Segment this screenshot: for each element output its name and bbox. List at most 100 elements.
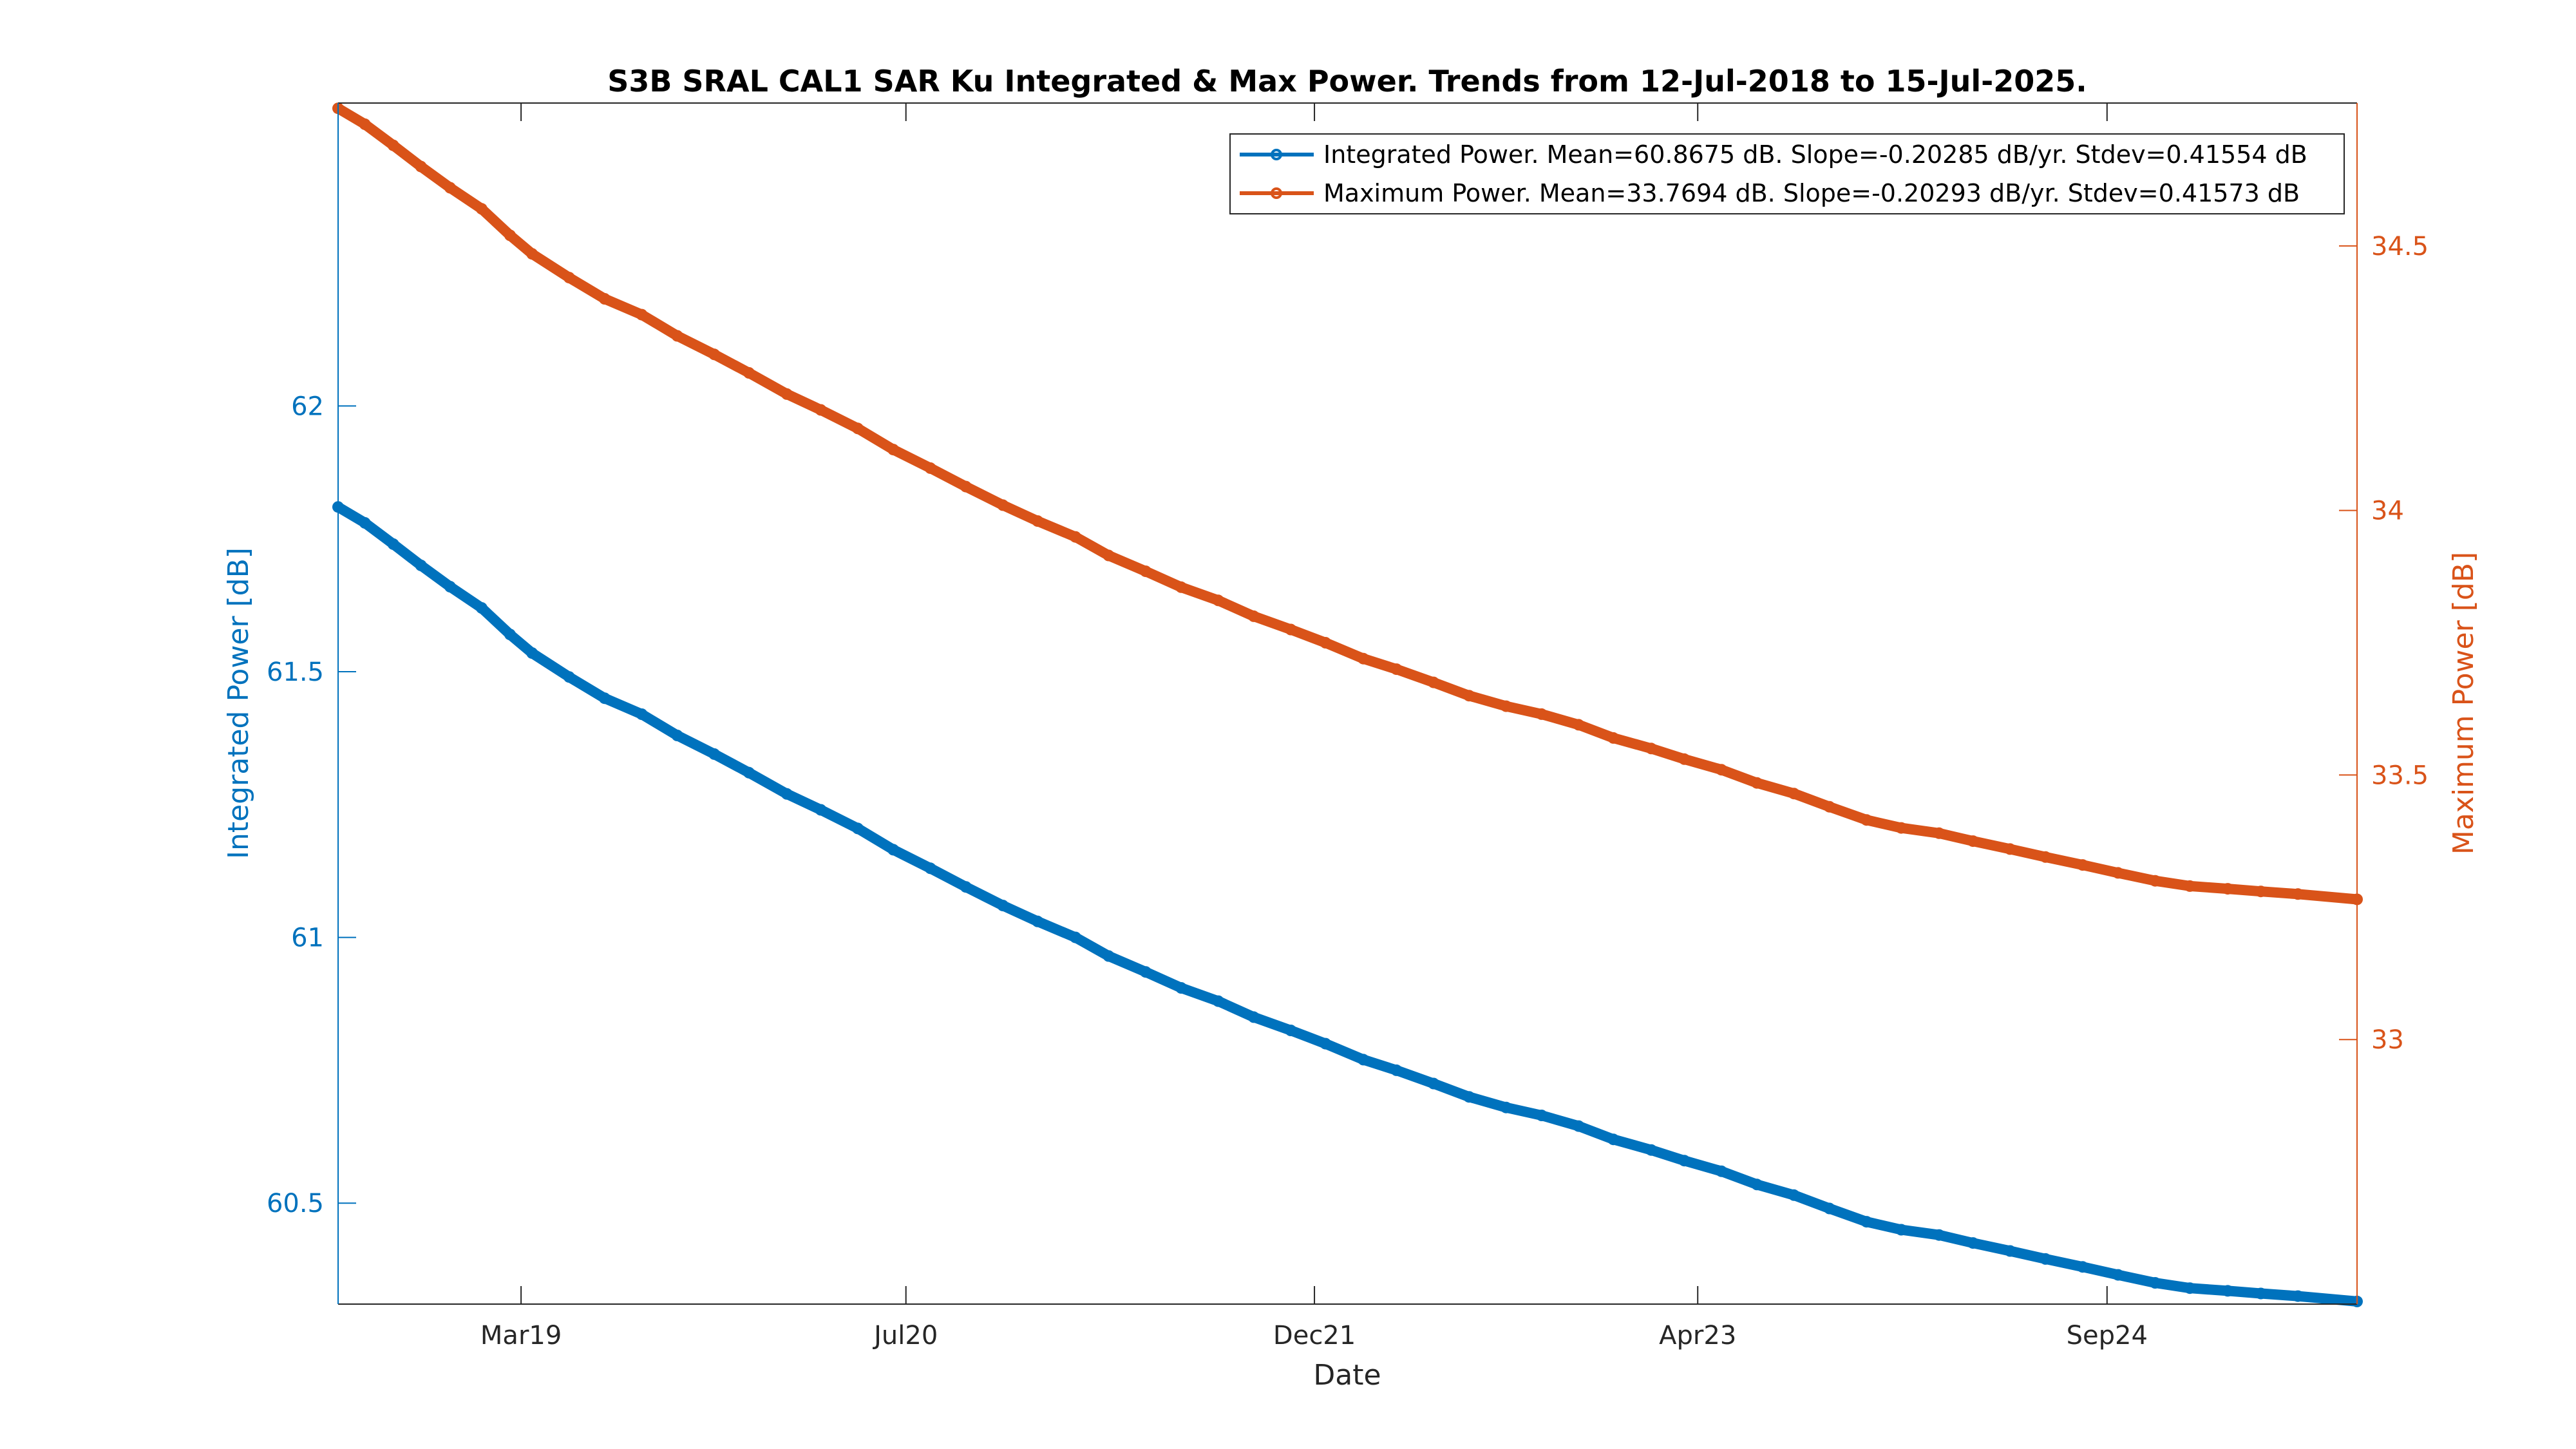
series-1-point-34 — [1500, 700, 1512, 712]
series-0-point-25 — [1175, 982, 1188, 994]
series-0-point-40 — [1716, 1165, 1727, 1177]
x-tick-label-4: Sep24 — [2067, 1321, 2148, 1350]
series-1-point-38 — [1645, 743, 1657, 755]
y-right-tick-label-1: 33.5 — [2371, 761, 2429, 790]
series-1-point-29 — [1320, 637, 1332, 649]
series-0-point-22 — [1070, 931, 1081, 943]
series-1-point-41 — [1751, 777, 1763, 789]
plot-area — [338, 103, 2357, 1304]
series-1-point-30 — [1358, 652, 1369, 665]
legend-label-maximum: Maximum Power. Mean=33.7694 dB. Slope=-0… — [1323, 179, 2300, 207]
series-0-point-50 — [2076, 1261, 2088, 1273]
series-0-point-20 — [997, 900, 1009, 912]
x-axis-label: Date — [1313, 1359, 1381, 1392]
series-1-point-21 — [1032, 515, 1044, 527]
y-right-tick-label-0: 33 — [2371, 1025, 2404, 1055]
series-1-point-22 — [1070, 531, 1081, 543]
series-1-point-50 — [2076, 859, 2088, 871]
series-1-point-5 — [475, 203, 488, 215]
series-0-point-12 — [708, 748, 721, 760]
series-0-point-35 — [1535, 1110, 1548, 1121]
series-0-point-41 — [1751, 1179, 1763, 1191]
series-1-point-27 — [1247, 610, 1260, 622]
y-right-tick-label-3: 34.5 — [2371, 232, 2429, 261]
series-0-point-27 — [1247, 1011, 1260, 1023]
series-0-point-15 — [815, 804, 827, 816]
series-1-point-26 — [1212, 594, 1224, 607]
series-1-point-17 — [887, 444, 900, 456]
series-1-point-7 — [526, 248, 538, 260]
x-tick-label-2: Dec21 — [1273, 1321, 1356, 1350]
legend-marker-maximum — [1271, 187, 1282, 199]
x-tick-label-1: Jul20 — [872, 1321, 938, 1350]
series-1-point-1 — [359, 118, 371, 130]
series-1-point-18 — [924, 462, 936, 474]
series-0-point-1 — [359, 516, 371, 529]
series-0-point-48 — [2004, 1245, 2016, 1257]
series-0-point-9 — [598, 692, 611, 705]
chart-title: S3B SRAL CAL1 SAR Ku Integrated & Max Po… — [607, 64, 2087, 99]
series-line-0 — [333, 502, 2362, 1307]
series-1-point-52 — [2149, 875, 2161, 887]
y-axis-label-right: Maximum Power [dB] — [2447, 552, 2480, 855]
series-0-point-4 — [444, 581, 456, 592]
series-0-point-46 — [1933, 1229, 1945, 1241]
series-0-point-30 — [1358, 1054, 1369, 1066]
series-0-point-5 — [475, 602, 488, 614]
series-0-point-10 — [636, 708, 648, 720]
ticks-layer: Mar19 Jul20 Dec21 Apr23 Sep24 60.5 61 61.5 62 33 3… — [267, 103, 2429, 1350]
series-1-point-35 — [1535, 708, 1548, 720]
series-0-point-32 — [1428, 1077, 1439, 1090]
series-1-point-8 — [563, 272, 575, 284]
series-1-point-23 — [1103, 549, 1115, 562]
series-0-point-45 — [1895, 1224, 1908, 1236]
series-0-point-2 — [387, 538, 399, 550]
series-0-point-29 — [1320, 1037, 1332, 1050]
series-1-point-15 — [815, 404, 827, 416]
series-1-point-24 — [1140, 565, 1151, 578]
series-0-point-39 — [1678, 1155, 1690, 1167]
series-1-point-10 — [636, 308, 648, 321]
series-1-point-36 — [1573, 719, 1585, 731]
x-tick-label-0: Mar19 — [480, 1321, 562, 1350]
series-1-point-48 — [2004, 843, 2016, 855]
y-axis-label-left: Integrated Power [dB] — [222, 547, 255, 859]
series-1-point-6 — [504, 229, 516, 242]
series-1-point-42 — [1788, 788, 1800, 800]
series-1-point-2 — [387, 139, 399, 151]
series-1-point-56 — [2292, 888, 2304, 900]
series-0-point-34 — [1500, 1101, 1512, 1113]
series-1-point-4 — [444, 182, 456, 194]
series-1-point-25 — [1175, 581, 1188, 593]
series-0-point-11 — [671, 730, 683, 741]
series-1-point-19 — [960, 480, 972, 493]
series-layer — [332, 102, 2363, 1307]
series-0-point-13 — [743, 766, 755, 779]
series-1-point-28 — [1285, 623, 1297, 636]
series-0-point-26 — [1212, 995, 1224, 1007]
y-left-tick-label-3: 62 — [291, 392, 324, 421]
series-0-point-54 — [2222, 1285, 2234, 1297]
series-line-1 — [333, 103, 2362, 905]
series-0-point-7 — [526, 647, 538, 659]
series-0-point-17 — [887, 844, 900, 856]
series-0-point-42 — [1788, 1189, 1800, 1201]
series-0-point-55 — [2255, 1287, 2267, 1300]
series-1-point-31 — [1390, 663, 1403, 676]
series-1-point-40 — [1716, 764, 1727, 776]
series-1-point-13 — [743, 367, 755, 379]
y-left-tick-label-1: 61 — [291, 923, 324, 953]
series-1-point-12 — [708, 348, 721, 361]
series-0-point-8 — [563, 671, 575, 683]
series-1-point-46 — [1933, 827, 1945, 839]
series-0-point-19 — [960, 881, 972, 893]
series-1-point-14 — [781, 388, 793, 400]
series-1-point-32 — [1428, 676, 1439, 688]
y-left-tick-label-0: 60.5 — [267, 1189, 324, 1218]
series-0-point-3 — [415, 559, 427, 571]
series-0-point-21 — [1032, 915, 1044, 927]
series-0-point-33 — [1463, 1091, 1475, 1103]
legend: Integrated Power. Mean=60.8675 dB. Slope… — [1229, 133, 2345, 214]
series-0-point-56 — [2292, 1290, 2304, 1302]
